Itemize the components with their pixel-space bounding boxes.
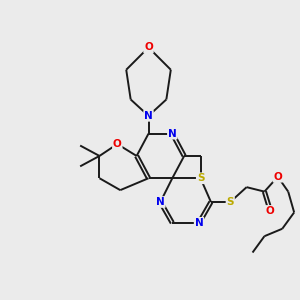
Text: O: O <box>144 43 153 52</box>
Text: O: O <box>273 172 282 182</box>
Text: S: S <box>226 197 234 207</box>
Text: N: N <box>168 129 177 139</box>
Text: N: N <box>144 111 153 121</box>
Text: O: O <box>266 206 275 216</box>
Text: O: O <box>113 139 122 149</box>
Text: N: N <box>195 218 203 228</box>
Text: N: N <box>156 197 165 207</box>
Text: S: S <box>197 173 204 183</box>
